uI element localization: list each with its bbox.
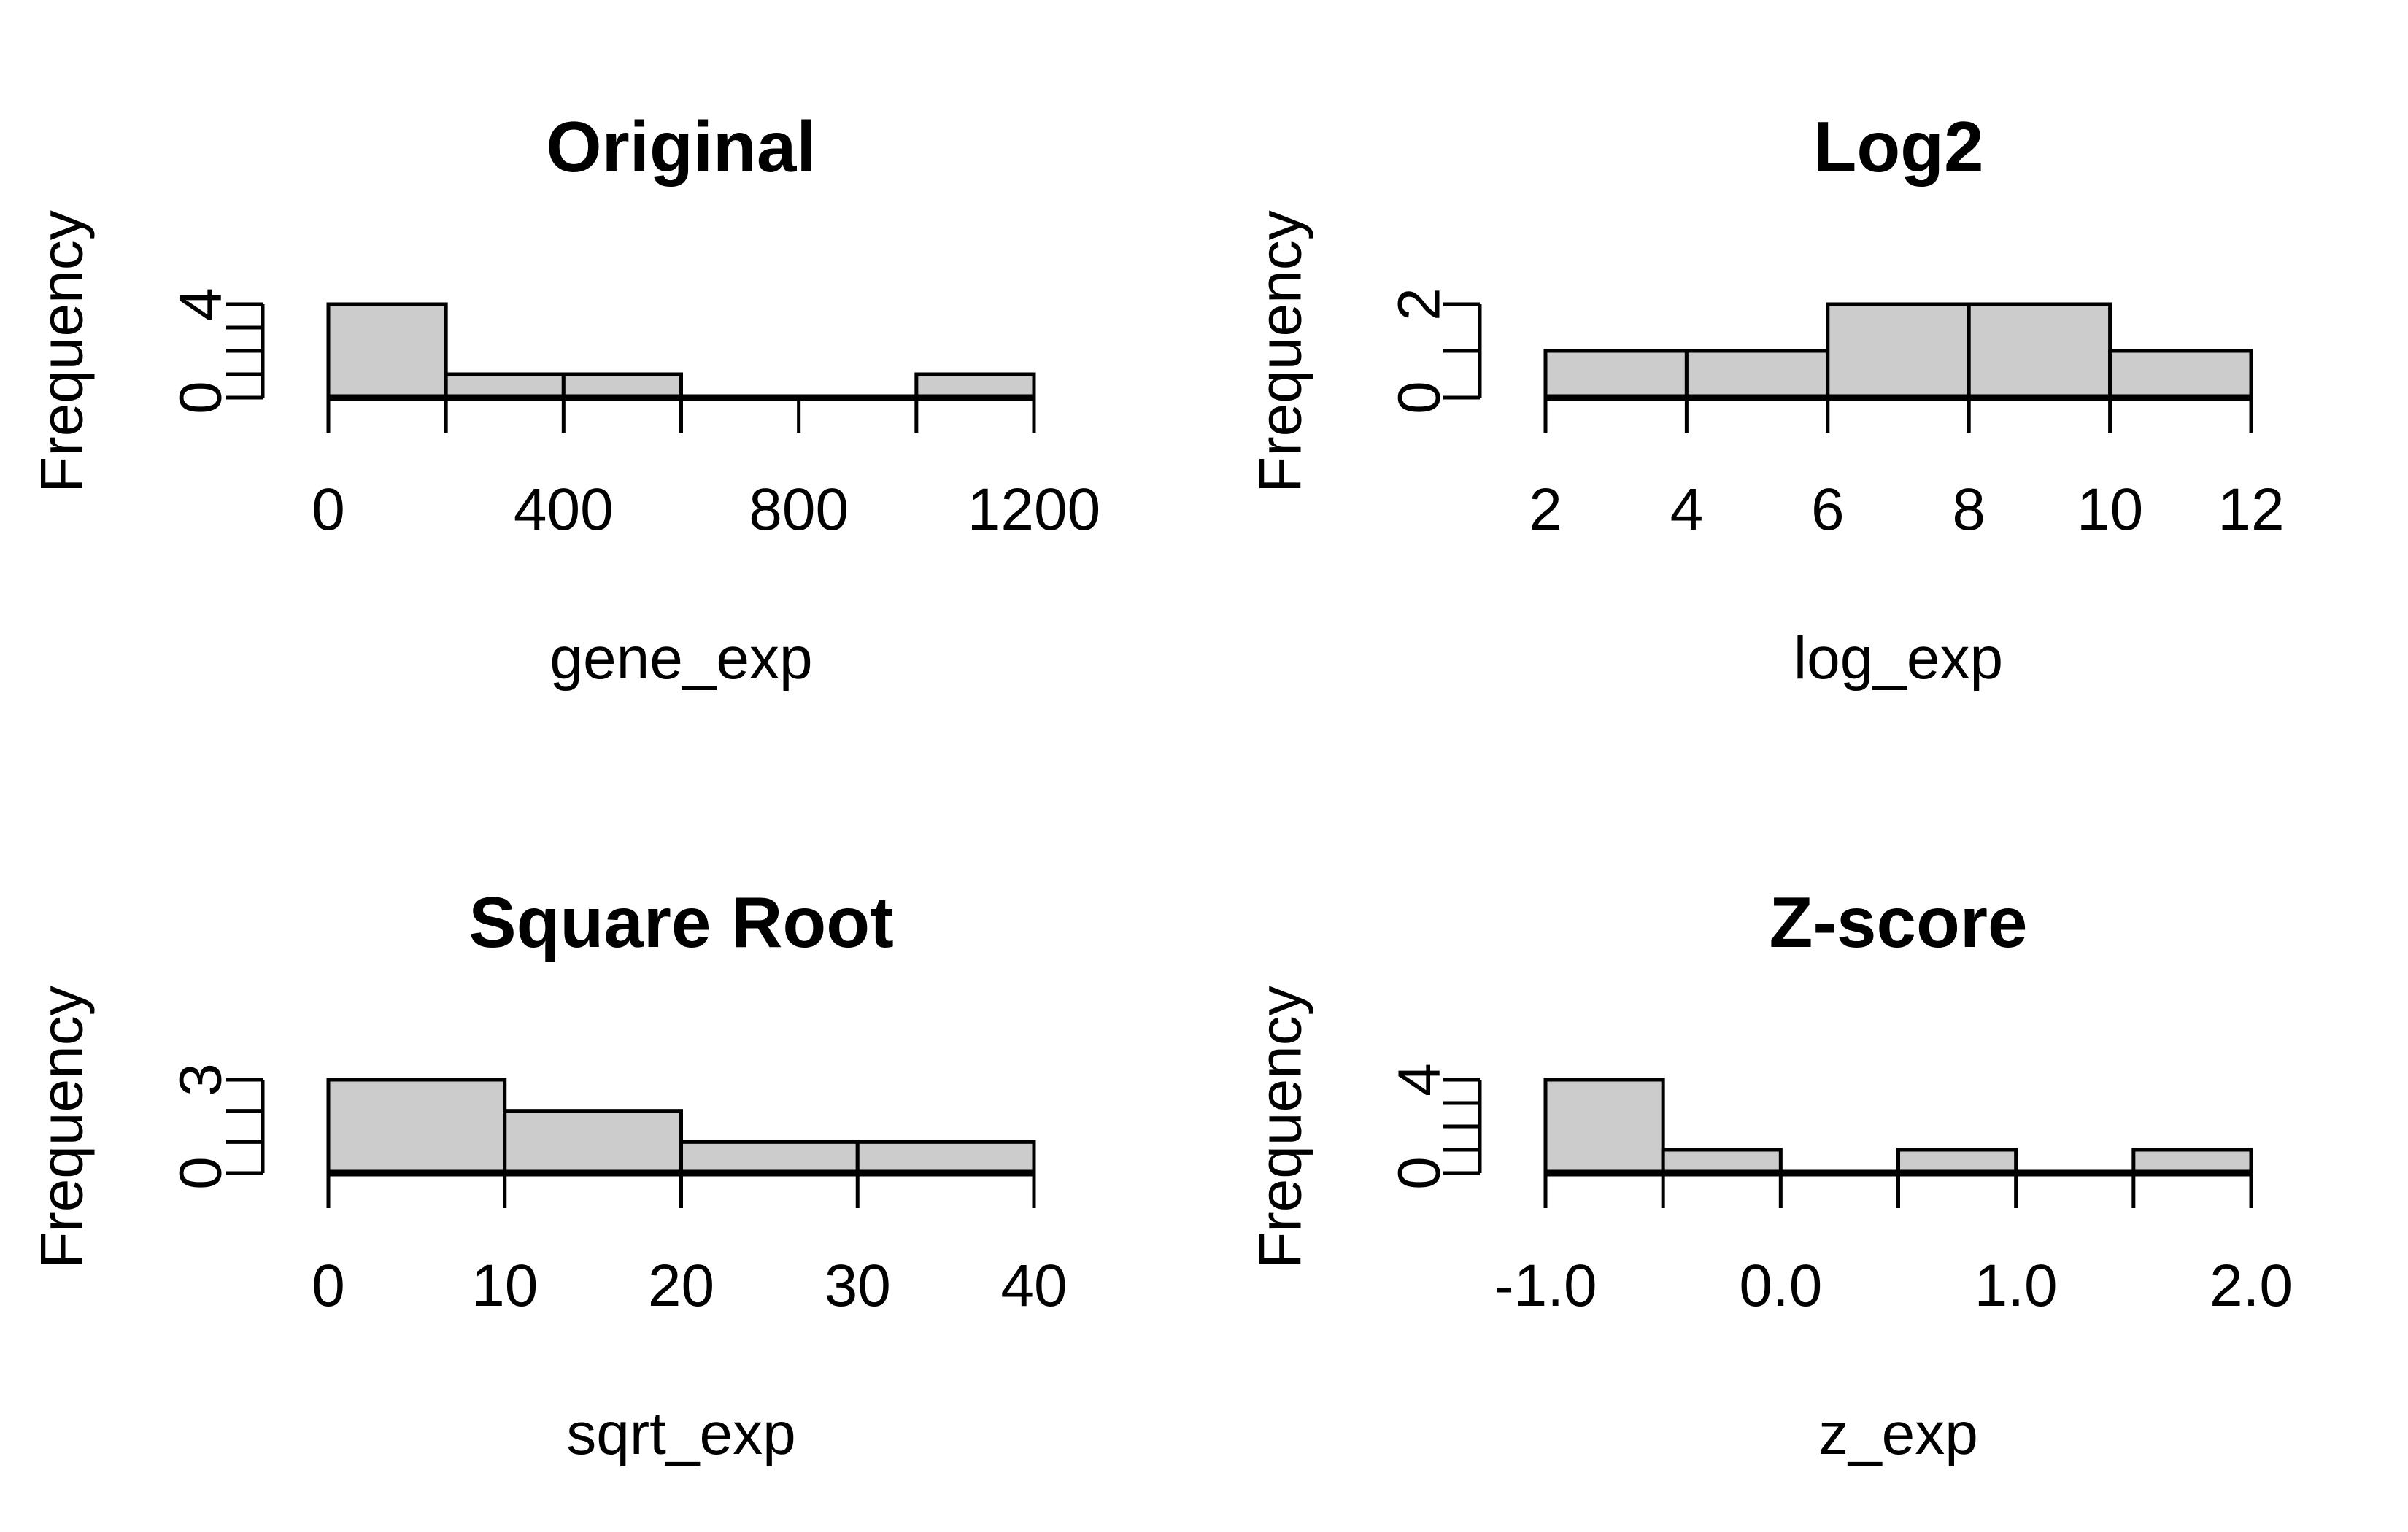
histogram-bar — [1826, 302, 1971, 400]
histogram-panel-0: Original 0 400 800 1200 0 4 gene_exp Frequency — [29, 107, 1101, 692]
y-axis-label: Frequency — [29, 986, 96, 1268]
x-tick-label: 1200 — [968, 476, 1100, 543]
x-tick-label: 1.0 — [1975, 1253, 2058, 1319]
x-tick-label: 10 — [2077, 476, 2143, 543]
histogram-panel-3: Z-score -1.0 0.0 1.0 2.0 0 4 z_exp Frequency — [1248, 882, 2293, 1467]
x-tick-label: 800 — [749, 476, 849, 543]
x-tick-label: 40 — [1000, 1253, 1067, 1319]
y-tick-label: 0 — [168, 381, 234, 414]
x-tick-label: 10 — [471, 1253, 538, 1319]
chart-title: Z-score — [1769, 882, 2027, 962]
y-axis-label: Frequency — [29, 210, 96, 492]
histogram-bar — [326, 302, 448, 400]
y-axis-label: Frequency — [1248, 210, 1314, 492]
x-axis-label: gene_exp — [549, 625, 812, 692]
y-tick-label: 4 — [1386, 1063, 1453, 1096]
x-tick-label: 400 — [514, 476, 614, 543]
chart-title: Square Root — [468, 882, 894, 962]
x-axis-label: sqrt_exp — [566, 1401, 796, 1467]
x-tick-label: -1.0 — [1494, 1253, 1597, 1319]
y-tick-label: 0 — [168, 1156, 234, 1190]
x-axis-label: log_exp — [1794, 625, 2003, 692]
x-tick-label: 0 — [312, 476, 345, 543]
histogram-bar — [1543, 349, 1689, 400]
histogram-bar — [914, 372, 1036, 400]
x-tick-label: 20 — [648, 1253, 714, 1319]
histogram-panel-2: Square Root 0 10 20 30 40 0 3 sqrt_exp Frequency — [29, 882, 1068, 1467]
histogram-bar — [1661, 1148, 1783, 1175]
histogram-bar — [679, 1140, 860, 1175]
x-tick-label: 30 — [825, 1253, 891, 1319]
x-axis-label: z_exp — [1818, 1401, 1978, 1467]
x-tick-label: 2.0 — [2210, 1253, 2293, 1319]
y-tick-label: 0 — [1386, 1156, 1453, 1190]
x-tick-label: 6 — [1811, 476, 1845, 543]
histogram-bar — [561, 372, 683, 400]
x-tick-label: 0 — [312, 1253, 345, 1319]
x-tick-label: 8 — [1952, 476, 1986, 543]
chart-title: Log2 — [1813, 107, 1983, 187]
chart-title: Original — [546, 107, 816, 187]
y-tick-label: 0 — [1386, 381, 1453, 414]
x-tick-label: 12 — [2218, 476, 2284, 543]
y-tick-label: 2 — [1386, 287, 1453, 321]
y-axis-label: Frequency — [1248, 986, 1314, 1268]
histogram-bar — [1684, 349, 1830, 400]
histogram-bar — [503, 1109, 683, 1175]
histogram-bar — [1543, 1078, 1665, 1175]
x-tick-label: 0.0 — [1739, 1253, 1822, 1319]
x-tick-label: 4 — [1670, 476, 1704, 543]
x-tick-label: 2 — [1529, 476, 1562, 543]
y-tick-label: 4 — [168, 287, 234, 321]
histogram-panel-1: Log2 2 4 6 8 10 12 0 2 log_exp Frequency — [1248, 107, 2285, 692]
histogram-bar — [444, 372, 566, 400]
histogram-bar — [326, 1078, 507, 1175]
histogram-bar — [2131, 1148, 2253, 1175]
histogram-bar — [1967, 302, 2112, 400]
histogram-bar — [855, 1140, 1036, 1175]
histogram-bar — [2108, 349, 2253, 400]
y-tick-label: 3 — [168, 1063, 234, 1096]
histogram-bar — [1896, 1148, 2018, 1175]
